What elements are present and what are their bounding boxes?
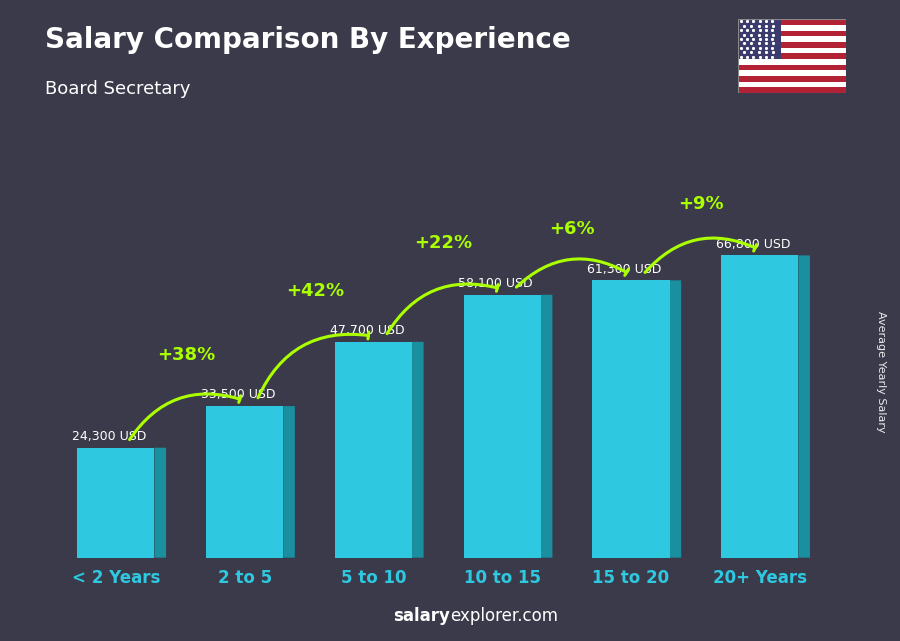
Text: 61,300 USD: 61,300 USD [588,263,662,276]
Text: Salary Comparison By Experience: Salary Comparison By Experience [45,26,571,54]
Text: salary: salary [393,607,450,625]
Bar [592,280,670,558]
Bar [738,87,846,93]
Bar [738,37,846,42]
Bar [721,255,798,558]
Bar [738,19,846,25]
Text: 58,100 USD: 58,100 USD [458,277,533,290]
Bar [77,447,155,558]
Text: 66,800 USD: 66,800 USD [716,238,790,251]
Bar [738,81,846,87]
Bar [738,42,846,47]
Polygon shape [798,255,810,558]
Text: Average Yearly Salary: Average Yearly Salary [877,311,886,433]
Polygon shape [412,342,424,558]
Polygon shape [284,406,295,558]
Polygon shape [670,280,681,558]
Bar [738,76,846,81]
Text: +38%: +38% [157,345,215,364]
Bar [738,25,846,31]
Bar [738,47,846,53]
Text: +9%: +9% [679,195,724,213]
Text: +42%: +42% [285,281,344,299]
Text: explorer.com: explorer.com [450,607,558,625]
Text: 33,500 USD: 33,500 USD [201,388,275,401]
Bar [464,295,541,558]
Bar [738,31,846,37]
Bar [738,71,846,76]
Bar [738,19,781,59]
Text: 24,300 USD: 24,300 USD [72,430,147,443]
Bar [206,406,284,558]
Bar [335,342,412,558]
Bar [738,53,846,59]
Text: Board Secretary: Board Secretary [45,80,191,98]
Text: +6%: +6% [550,220,595,238]
Bar [738,59,846,65]
Text: 47,700 USD: 47,700 USD [329,324,404,337]
Polygon shape [541,295,553,558]
Text: +22%: +22% [415,235,473,253]
Polygon shape [155,447,166,558]
Bar [738,65,846,71]
